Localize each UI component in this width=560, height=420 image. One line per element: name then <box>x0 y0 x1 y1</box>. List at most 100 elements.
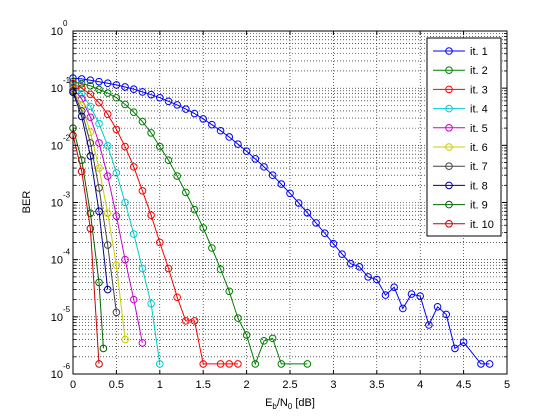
series-5-point <box>86 113 95 122</box>
legend: it. 1 it. 2 it. 3 it. 4 it. 5 it. 6 it. 7 it. 8… <box>426 37 502 237</box>
series-10-line <box>72 135 100 364</box>
series-8-point <box>103 285 112 294</box>
series-2-point <box>103 89 112 97</box>
series-4-point <box>129 230 138 238</box>
series-3-point <box>182 317 190 325</box>
series-5-point <box>138 339 147 347</box>
series-3-point <box>147 211 155 219</box>
legend-label-7: it. 7 <box>470 161 488 173</box>
series-4-point <box>86 102 95 111</box>
series-2-point <box>251 360 260 368</box>
series-2-point <box>199 224 207 232</box>
x-tick-label-10: 5 <box>504 379 510 391</box>
series-1-point <box>329 239 338 248</box>
series-2-point <box>95 85 103 94</box>
legend-marker-5 <box>445 124 453 132</box>
series-5-point <box>103 172 112 180</box>
series-2 <box>69 77 312 368</box>
series-2-point <box>216 265 225 274</box>
series-1-point <box>95 77 103 86</box>
series-9-point <box>86 209 95 217</box>
series-5-point <box>112 212 121 220</box>
series-1-point <box>216 126 225 135</box>
y-tick-exponent-5: -5 <box>63 305 71 314</box>
series-6-point <box>121 335 129 344</box>
series-1-point <box>425 321 433 329</box>
legend-marker-8 <box>445 181 453 190</box>
x-tick-label-4: 2 <box>244 379 250 391</box>
series-2-point <box>190 205 199 214</box>
series-1-point <box>77 75 86 83</box>
x-tick-label-8: 4 <box>417 379 423 391</box>
series-1-point <box>199 115 207 123</box>
series-4-line <box>72 85 161 364</box>
series-1-point <box>381 291 390 299</box>
series-1-point <box>399 304 407 313</box>
series-1-point <box>459 338 468 346</box>
series-2-point <box>225 287 234 296</box>
legend-marker-10 <box>445 220 453 228</box>
series-3-point <box>225 360 234 368</box>
series-5-point <box>95 139 103 147</box>
series-1-point <box>373 275 381 284</box>
series-1-point <box>208 120 216 129</box>
series-1-point <box>251 155 260 163</box>
series-6-point <box>103 209 112 217</box>
series-3-point <box>95 98 103 107</box>
legend-label-1: it. 1 <box>470 46 488 58</box>
series-6-point <box>112 261 121 270</box>
series-5-point <box>121 255 129 264</box>
x-tick-label-9: 4.5 <box>456 379 471 391</box>
y-tick-label-0: 10 <box>51 26 63 38</box>
y-tick-exponent-6: -6 <box>63 362 71 371</box>
series-4 <box>69 82 164 368</box>
series-2-point <box>164 156 173 164</box>
legend-label-8: it. 8 <box>470 180 488 192</box>
series-10-point <box>77 167 86 176</box>
series-1-point <box>312 219 320 227</box>
legend-marker-6 <box>445 143 453 151</box>
y-tick-label-5: 10 <box>51 312 63 324</box>
series-1-point <box>294 199 303 207</box>
y-tick-label-1: 10 <box>51 83 63 95</box>
series-1-point <box>260 163 268 171</box>
x-tick-label-7: 3.5 <box>369 379 384 391</box>
series-1-point <box>121 83 129 91</box>
series-4-point <box>121 198 129 207</box>
legend-label-3: it. 3 <box>470 84 488 96</box>
legend-label-6: it. 6 <box>470 142 488 154</box>
series-1-point <box>234 140 242 148</box>
series-3-point <box>138 187 147 195</box>
series-1-point <box>320 229 329 238</box>
series-2-point <box>277 360 286 368</box>
series-9-point <box>99 344 108 353</box>
legend-label-2: it. 2 <box>470 65 488 77</box>
legend-label-10: it. 10 <box>470 219 494 231</box>
series-2-point <box>208 244 216 252</box>
x-tick-label-6: 3 <box>330 379 336 391</box>
series-8-point <box>86 152 95 160</box>
series-4-point <box>95 119 103 128</box>
series-3-point <box>112 125 121 134</box>
series-3-point <box>216 360 225 368</box>
x-label-mid: /N <box>277 397 288 409</box>
series-1-point <box>338 250 346 258</box>
series-2-line <box>72 81 308 366</box>
series-1-point <box>442 310 451 319</box>
series-3-point <box>156 238 164 247</box>
series-2-point <box>77 79 86 88</box>
series-9-point <box>77 156 86 164</box>
series-5-point <box>129 295 138 304</box>
series-1-point <box>112 81 121 89</box>
x-tick-label-0: 0 <box>70 379 76 391</box>
legend-box <box>426 37 502 237</box>
series-3-point <box>129 163 138 171</box>
series-1-point <box>277 180 286 188</box>
series-3-point <box>77 84 86 92</box>
y-axis-label: BER <box>21 191 33 214</box>
x-tick-label-2: 1 <box>157 379 163 391</box>
series-2-point <box>138 117 147 126</box>
series-1-point <box>485 360 494 368</box>
series-1-point <box>225 133 234 141</box>
series-4-point <box>112 169 121 177</box>
